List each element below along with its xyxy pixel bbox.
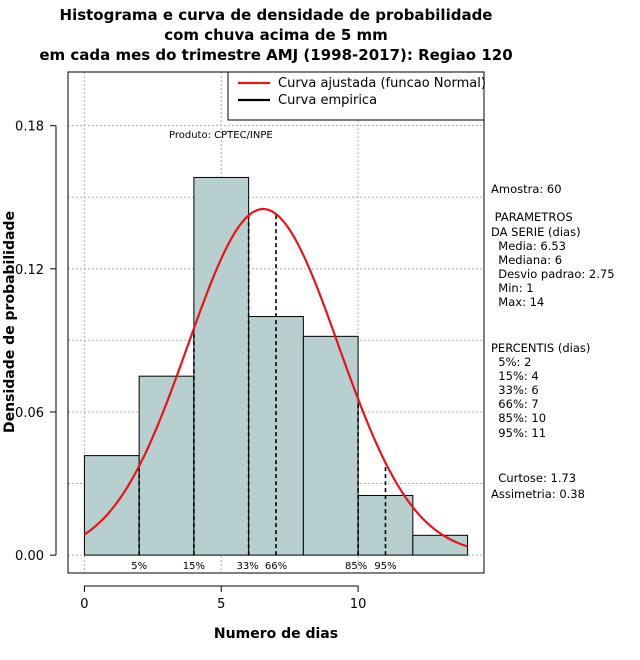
x-tick-label: 0 bbox=[80, 597, 88, 612]
x-tick-label: 5 bbox=[217, 597, 225, 612]
stat-line-8: Max: 14 bbox=[491, 295, 544, 309]
stat-line-17: Assimetria: 0.38 bbox=[491, 487, 585, 501]
x-tick-label: 10 bbox=[350, 597, 367, 612]
y-tick-label: 0.18 bbox=[15, 120, 44, 135]
chart-title-line-2: com chuva acima de 5 mm bbox=[164, 26, 388, 44]
percentile-label-66%: 66% bbox=[265, 561, 287, 572]
histogram-bar-5 bbox=[302, 335, 359, 556]
percentile-label-15%: 15% bbox=[183, 561, 205, 572]
stat-line-1: Amostra: 60 bbox=[491, 182, 562, 196]
stat-line-4: Media: 6.53 bbox=[491, 239, 566, 253]
stat-line-14: 85%: 10 bbox=[491, 411, 546, 425]
stat-line-2: PARAMETROS bbox=[491, 210, 573, 224]
legend-box bbox=[227, 71, 485, 121]
stat-line-7: Min: 1 bbox=[491, 281, 534, 295]
stat-line-3: DA SERIE (dias) bbox=[491, 225, 581, 239]
x-axis-title: Numero de dias bbox=[214, 626, 338, 642]
legend-label-1: Curva ajustada (funcao Normal) bbox=[278, 76, 486, 91]
stat-line-5: Mediana: 6 bbox=[491, 253, 562, 267]
chart-title-line-3: em cada mes do trimestre AMJ (1998-2017)… bbox=[39, 46, 512, 64]
percentile-label-33%: 33% bbox=[237, 561, 259, 572]
stat-line-11: 15%: 4 bbox=[491, 369, 539, 383]
histogram-bar-3 bbox=[193, 176, 250, 556]
stat-line-10: 5%: 2 bbox=[491, 355, 531, 369]
y-tick-label: 0.06 bbox=[15, 406, 44, 421]
stat-line-16: Curtose: 1.73 bbox=[491, 471, 576, 485]
chart-title-line-1: Histograma e curva de densidade de proba… bbox=[60, 6, 493, 24]
y-axis-title: Densidade de probabilidade bbox=[2, 211, 18, 433]
percentile-label-85%: 85% bbox=[345, 561, 367, 572]
stat-line-15: 95%: 11 bbox=[491, 426, 546, 440]
stat-line-12: 33%: 6 bbox=[491, 383, 539, 397]
legend-label-2: Curva empirica bbox=[278, 93, 377, 108]
histogram-bar-1 bbox=[83, 455, 140, 556]
y-tick-label: 0.12 bbox=[15, 263, 44, 278]
normal-fit-curve bbox=[83, 207, 468, 548]
stat-line-13: 66%: 7 bbox=[491, 397, 539, 411]
stat-line-9: PERCENTIS (dias) bbox=[491, 341, 590, 355]
percentile-label-95%: 95% bbox=[374, 561, 396, 572]
y-tick-label: 0.00 bbox=[15, 549, 44, 564]
histogram-bar-7 bbox=[412, 534, 469, 556]
percentile-label-5%: 5% bbox=[131, 561, 147, 572]
product-label: Produto: CPTEC/INPE bbox=[169, 130, 273, 141]
stat-line-6: Desvio padrao: 2.75 bbox=[491, 267, 615, 281]
